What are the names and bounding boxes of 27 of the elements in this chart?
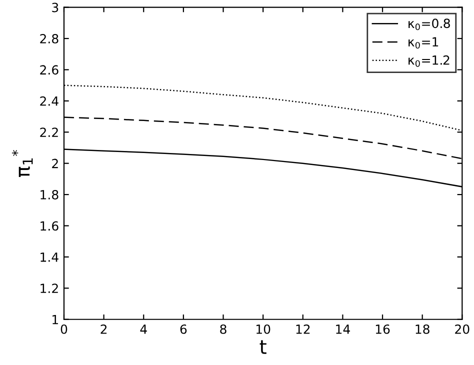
- y-tick-label: 2.2: [40, 128, 58, 137]
- y-tick-label: 1.8: [40, 190, 58, 200]
- y-tick-label: 1.6: [40, 221, 58, 231]
- y-tick-label: 2.6: [40, 65, 58, 75]
- x-tick-label: 0: [60, 324, 68, 334]
- y-tick-label: 1.4: [40, 252, 58, 262]
- x-tick-label: 18: [416, 324, 430, 334]
- y-tick-label: 1.2: [40, 284, 58, 293]
- x-tick-label: 8: [220, 324, 226, 334]
- x-tick-label: 16: [376, 324, 390, 334]
- y-tick-label: 1: [52, 315, 58, 324]
- x-tick-label: 4: [140, 324, 147, 334]
- x-tick-label: 2: [100, 324, 107, 334]
- y-axis-title: π$_{1}$$^{*}$: [12, 150, 33, 178]
- x-tick-label: 14: [336, 324, 350, 334]
- y-tick-label: 2.4: [40, 96, 58, 106]
- x-tick-label: 20: [455, 324, 470, 334]
- x-tick-label: 12: [296, 324, 310, 334]
- x-axis-title: t: [260, 340, 266, 354]
- x-tick-label: 6: [180, 324, 187, 334]
- y-tick-label: 2.8: [40, 34, 58, 44]
- x-tick-label: 10: [256, 324, 270, 334]
- legend-label: κ$_{0}$=0.8: [408, 18, 450, 30]
- legend-label: κ$_{0}$=1.2: [408, 55, 450, 67]
- legend-label: κ$_{0}$=1: [408, 37, 438, 49]
- y-tick-label: 2: [52, 158, 58, 168]
- y-tick-label: 3: [52, 2, 58, 12]
